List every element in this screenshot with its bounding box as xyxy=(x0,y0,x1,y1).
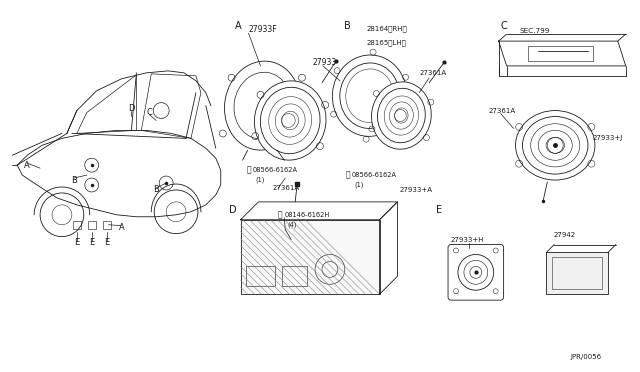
Text: SEC.799: SEC.799 xyxy=(520,28,550,34)
Text: D: D xyxy=(229,205,236,215)
Text: 27933: 27933 xyxy=(312,58,336,67)
Text: Ⓢ: Ⓢ xyxy=(346,171,350,180)
Text: E: E xyxy=(436,205,442,215)
Text: 27361A: 27361A xyxy=(419,70,446,76)
Text: E: E xyxy=(89,238,94,247)
Bar xyxy=(547,253,608,294)
Text: D: D xyxy=(128,104,134,113)
Text: C: C xyxy=(147,108,152,117)
Text: B: B xyxy=(344,21,351,31)
Text: C: C xyxy=(500,21,507,31)
Text: 08566-6162A: 08566-6162A xyxy=(352,172,397,178)
Text: A: A xyxy=(24,161,30,170)
Text: (1): (1) xyxy=(255,177,265,183)
Text: 28165（LH）: 28165（LH） xyxy=(367,40,406,46)
Ellipse shape xyxy=(255,81,326,160)
Text: 27942: 27942 xyxy=(553,232,575,238)
Bar xyxy=(552,257,602,289)
Text: (1): (1) xyxy=(355,182,364,188)
Text: 27933+J: 27933+J xyxy=(593,135,623,141)
Text: 27361A: 27361A xyxy=(273,185,300,191)
Text: 08566-6162A: 08566-6162A xyxy=(253,167,298,173)
Text: B: B xyxy=(71,176,77,185)
Bar xyxy=(241,220,380,294)
Text: A: A xyxy=(118,223,124,232)
Text: 27933+A: 27933+A xyxy=(399,187,433,193)
Text: Ⓑ: Ⓑ xyxy=(278,210,283,219)
Bar xyxy=(73,221,81,229)
Text: 27361A: 27361A xyxy=(489,108,516,113)
Text: (4): (4) xyxy=(287,221,297,228)
Text: 08146-6162H: 08146-6162H xyxy=(284,212,330,218)
Bar xyxy=(246,266,275,286)
Text: A: A xyxy=(236,21,242,31)
Text: B: B xyxy=(154,186,159,195)
Text: JPR/0056: JPR/0056 xyxy=(570,354,601,360)
Ellipse shape xyxy=(372,82,431,149)
Text: 28164（RH）: 28164（RH） xyxy=(367,26,408,32)
FancyBboxPatch shape xyxy=(448,244,504,300)
Bar xyxy=(102,221,111,229)
Bar xyxy=(529,46,593,61)
Text: E: E xyxy=(74,238,79,247)
Text: 27933F: 27933F xyxy=(248,25,277,34)
Bar xyxy=(88,221,96,229)
Ellipse shape xyxy=(332,55,407,137)
Ellipse shape xyxy=(516,110,595,180)
Text: E: E xyxy=(104,238,109,247)
Bar xyxy=(282,266,307,286)
Text: Ⓢ: Ⓢ xyxy=(246,166,251,174)
Text: 27933+H: 27933+H xyxy=(451,237,484,243)
